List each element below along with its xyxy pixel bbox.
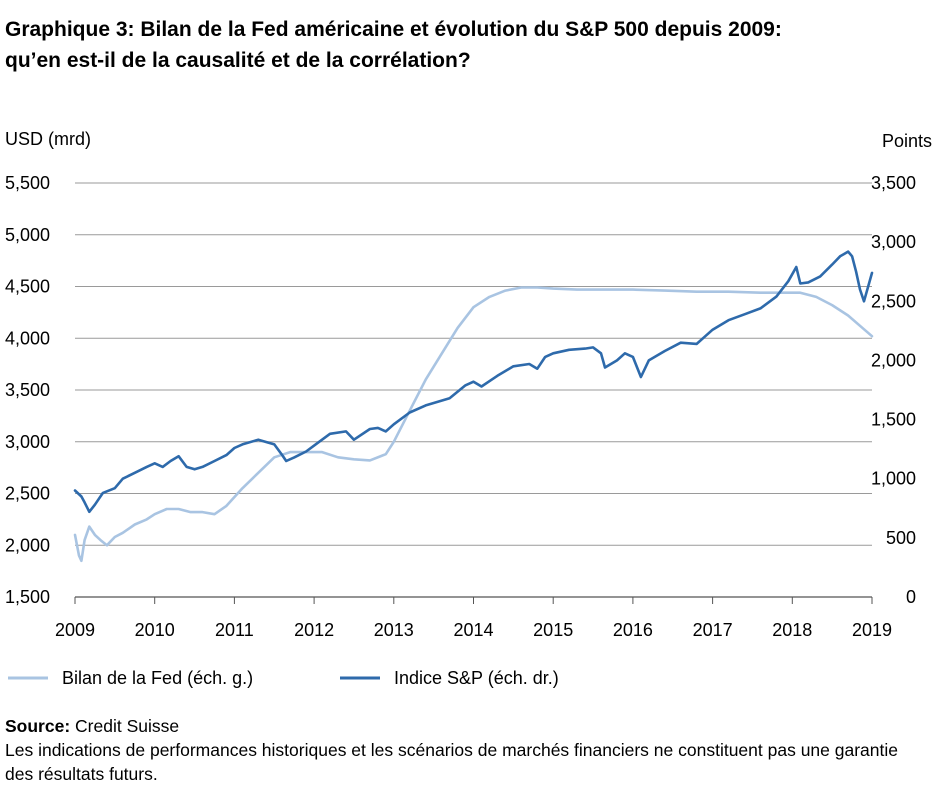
left-tick-label: 5,500 xyxy=(5,173,50,193)
left-tick-label: 3,000 xyxy=(5,432,50,452)
x-tick-label: 2012 xyxy=(294,620,334,640)
right-tick-label: 2,000 xyxy=(871,350,916,370)
series-line-fed-balance xyxy=(73,286,874,563)
source-label: Source: xyxy=(5,716,71,736)
right-tick-label: 3,500 xyxy=(871,173,916,193)
left-tick-label: 3,500 xyxy=(5,380,50,400)
x-axis: 2009 2010 2011 2012 2013 2014 2015 2016 2017 2018… xyxy=(55,597,892,640)
right-tick-label: 1,500 xyxy=(871,410,916,430)
chart-title: Graphique 3: Bilan de la Fed américaine … xyxy=(5,14,930,76)
left-tick-label: 2,500 xyxy=(5,484,50,504)
chart-title-line-1: Graphique 3: Bilan de la Fed américaine … xyxy=(5,18,782,41)
left-tick-label: 5,000 xyxy=(5,225,50,245)
grid-lines xyxy=(75,182,872,598)
right-tick-label: 500 xyxy=(886,528,916,548)
x-tick-label: 2014 xyxy=(453,620,493,640)
x-tick-label: 2009 xyxy=(55,620,95,640)
right-tick-label: 1,000 xyxy=(871,469,916,489)
right-tick-label: 3,000 xyxy=(871,232,916,252)
left-tick-label: 4,500 xyxy=(5,277,50,297)
right-tick-label: 2,500 xyxy=(871,291,916,311)
right-axis-ticks: 0 500 1,000 1,500 2,000 2,500 3,000 3,500 xyxy=(871,173,916,607)
chart-title-line-2: qu’en est-il de la causalité et de la co… xyxy=(5,49,471,72)
x-tick-label: 2017 xyxy=(693,620,733,640)
left-tick-label: 2,000 xyxy=(5,535,50,555)
x-tick-label: 2019 xyxy=(852,620,892,640)
disclaimer-text: Les indications de performances historiq… xyxy=(5,740,899,784)
legend: Bilan de la Fed (éch. g.) Indice S&P (éc… xyxy=(8,668,559,688)
x-tick-label: 2013 xyxy=(374,620,414,640)
legend-label-sp: Indice S&P (éch. dr.) xyxy=(394,668,559,688)
left-tick-label: 4,000 xyxy=(5,328,50,348)
series-line-sp500 xyxy=(73,250,874,514)
source-text: Credit Suisse xyxy=(75,716,180,736)
left-axis-label: USD (mrd) xyxy=(5,129,91,149)
source-block: Source: Credit Suisse Les indications de… xyxy=(5,714,930,786)
right-axis-label: Points xyxy=(882,131,932,151)
series-lines xyxy=(73,250,874,563)
x-tick-label: 2011 xyxy=(215,620,254,640)
left-tick-label: 1,500 xyxy=(5,587,50,607)
right-tick-label: 0 xyxy=(906,587,916,607)
x-tick-label: 2010 xyxy=(135,620,175,640)
x-tick-label: 2018 xyxy=(772,620,812,640)
x-tick-label: 2015 xyxy=(533,620,573,640)
legend-label-fed: Bilan de la Fed (éch. g.) xyxy=(62,668,253,688)
left-axis-ticks: 1,500 2,000 2,500 3,000 3,500 4,000 4,500 5,000… xyxy=(5,173,50,607)
x-tick-label: 2016 xyxy=(613,620,653,640)
